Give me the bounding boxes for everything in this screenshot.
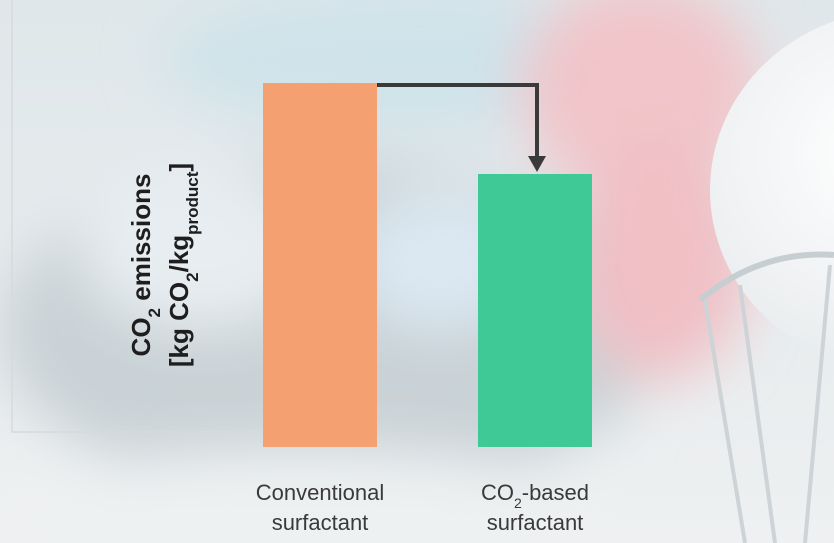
- connector-arrow: [377, 83, 539, 158]
- text-segment: CO: [126, 317, 156, 356]
- arrow-head: [528, 156, 546, 172]
- subscript: 2: [514, 495, 522, 511]
- x-tick-label: surfactant: [272, 510, 369, 535]
- text-segment: emissions: [126, 174, 156, 308]
- text-segment: surfactant: [272, 510, 369, 535]
- text-segment: CO: [481, 480, 514, 505]
- text-segment: surfactant: [487, 510, 584, 535]
- text-segment: -based: [522, 480, 589, 505]
- y-label-line: CO2 emissions: [126, 174, 164, 357]
- subscript: 2: [183, 272, 202, 281]
- x-tick-label: surfactant: [487, 510, 584, 535]
- subscript: 2: [145, 308, 164, 317]
- text-segment: Conventional: [256, 480, 384, 505]
- x-tick-label: CO2-based: [481, 480, 589, 511]
- bar: [263, 83, 377, 447]
- bar: [478, 174, 592, 447]
- y-label-line: [kg CO2/kgproduct]: [164, 163, 202, 367]
- y-axis-label: CO2 emissions[kg CO2/kgproduct]: [126, 163, 202, 367]
- text-segment: /kg: [164, 235, 194, 273]
- x-tick-label: Conventional: [256, 480, 384, 505]
- subscript: product: [183, 171, 202, 235]
- text-segment: [kg CO: [164, 282, 194, 367]
- text-segment: ]: [164, 163, 194, 172]
